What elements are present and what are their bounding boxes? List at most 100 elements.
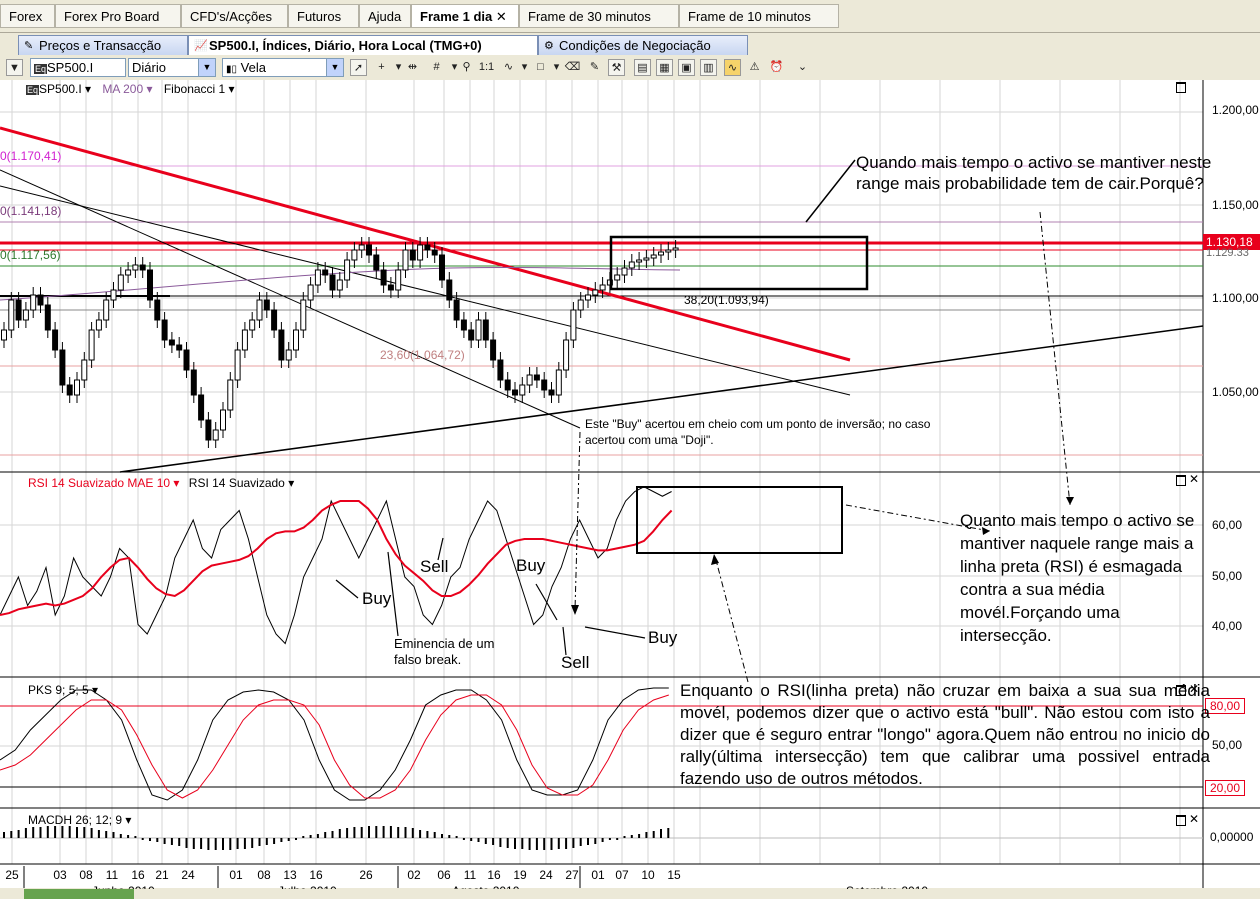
more-icon[interactable]: ⌄ <box>797 61 808 73</box>
x-tick: 25 <box>5 868 19 882</box>
y-tick-20: 20,00 <box>1205 780 1246 796</box>
x-tick: 08 <box>79 868 93 882</box>
chart-type-select[interactable]: ▮▯ Vela ▼ <box>222 58 344 77</box>
candle-icon: ▮▯ <box>226 64 238 75</box>
macd-panel-header: MACDH 26; 12; 9 ▾ <box>28 813 132 827</box>
tab-label: Condições de Negociação <box>559 38 711 53</box>
alarm-icon[interactable]: ⏰ <box>769 61 784 73</box>
x-tick: 13 <box>283 868 297 882</box>
month-label: Setembro 2010 <box>846 884 928 889</box>
dropdown-icon[interactable]: ▾ <box>521 61 528 73</box>
tab-forex[interactable]: Forex <box>0 4 55 28</box>
layout1-icon[interactable]: ▤ <box>634 59 651 76</box>
period-select[interactable]: Diário ▼ <box>128 58 216 77</box>
x-tick: 11 <box>106 868 119 882</box>
tab-label: SP500.I, Índices, Diário, Hora Local (TM… <box>209 38 482 53</box>
crosshair-icon[interactable]: + <box>378 61 385 73</box>
y-tick-80: 80,00 <box>1205 698 1246 714</box>
x-tick: 24 <box>539 868 553 882</box>
x-tick: 16 <box>309 868 323 882</box>
x-tick: 02 <box>407 868 421 882</box>
tab-frame-1-dia[interactable]: Frame 1 dia ✕ <box>411 4 519 28</box>
dropdown-icon[interactable]: ▾ <box>553 61 560 73</box>
zoom-1-1-icon[interactable]: 1:1 <box>478 61 495 73</box>
tab-frame-30-minutos[interactable]: Frame de 30 minutos <box>519 4 679 28</box>
close-icon[interactable]: ✕ <box>1189 682 1200 696</box>
label-buy: Buy <box>648 628 678 647</box>
tab-label: Futuros <box>297 9 342 24</box>
grid-icon[interactable]: # <box>433 61 440 73</box>
tab-label: Forex Pro Board <box>64 9 160 24</box>
annotation-buy-doji: Este "Buy" acertou em cheio com um ponto… <box>585 417 931 447</box>
tab-label: Frame de 10 minutos <box>688 9 811 24</box>
dropdown-icon[interactable]: ▾ <box>451 61 458 73</box>
x-tick: 16 <box>131 868 145 882</box>
maximize-icon[interactable] <box>1176 815 1186 826</box>
tab-condicoes-negociacao[interactable]: ⚙ Condições de Negociação <box>538 35 748 55</box>
tab-forex-pro-board[interactable]: Forex Pro Board <box>55 4 181 28</box>
eraser-icon[interactable]: ⌫ <box>564 61 581 73</box>
price-panel-header: EqSP500.I ▾ MA 200 ▾ Fibonacci 1 ▾ <box>26 82 235 96</box>
layout4-icon[interactable]: ▥ <box>700 59 717 76</box>
pks-label[interactable]: PKS 9; 5; 5 <box>28 683 89 697</box>
month-label: Junho 2010 <box>92 884 155 889</box>
chevron-down-icon[interactable]: ▼ <box>198 59 215 76</box>
chart-area[interactable]: 25 03 08 11 16 21 24 01 08 13 16 26 02 06 11 16 19 24 27 01… <box>0 80 1260 899</box>
close-icon[interactable]: ✕ <box>1189 812 1200 826</box>
annotation-eminencia: Eminencia de um falso break. <box>394 636 495 667</box>
hline-icon[interactable]: ⇹ <box>407 61 418 73</box>
collapse-icon[interactable]: ▼ <box>6 59 23 76</box>
symbol-label[interactable]: SP500.I <box>39 82 82 96</box>
equity-icon: Eq <box>26 85 40 95</box>
close-icon[interactable]: ✕ <box>1189 472 1200 486</box>
wave-icon[interactable]: ∿ <box>724 59 741 76</box>
document-tab-bar: ✎ Preços e Transacção 📈 SP500.I, Índices, … <box>0 33 1260 55</box>
tab-label: Frame 1 dia <box>420 9 493 24</box>
maximize-icon[interactable] <box>1176 475 1186 486</box>
x-tick: 03 <box>53 868 67 882</box>
fib-level-1: 0(1.170,41) <box>0 149 62 163</box>
tab-label: Frame de 30 minutos <box>528 9 651 24</box>
tab-cfds[interactable]: CFD's/Acções <box>181 4 288 28</box>
fibonacci-label[interactable]: Fibonacci 1 <box>163 82 226 96</box>
close-icon[interactable]: ✕ <box>495 9 507 24</box>
maximize-icon[interactable] <box>1176 685 1186 696</box>
chevron-down-icon[interactable]: ▼ <box>326 59 343 76</box>
ma-label[interactable]: MA 200 <box>102 82 144 96</box>
rectangle-icon[interactable]: □ <box>537 61 544 73</box>
tab-ajuda[interactable]: Ajuda <box>359 4 411 28</box>
dropdown-icon[interactable]: ▾ <box>395 61 402 73</box>
tab-label: Ajuda <box>368 9 402 24</box>
tab-frame-10-minutos[interactable]: Frame de 10 minutos <box>679 4 839 28</box>
tab-sp500-chart[interactable]: 📈 SP500.I, Índices, Diário, Hora Local (T… <box>188 35 538 55</box>
rsi-ma-label[interactable]: RSI 14 Suavizado MAE 10 <box>28 476 171 490</box>
x-tick: 15 <box>667 868 681 882</box>
maximize-icon[interactable] <box>1176 82 1186 93</box>
tab-futuros[interactable]: Futuros <box>288 4 359 28</box>
rsi-label[interactable]: RSI 14 Suavizado <box>188 476 285 490</box>
chart-icon: 📈 <box>194 40 208 52</box>
object-list-icon[interactable]: ✎ <box>589 61 600 73</box>
magnet-icon[interactable]: ⚒ <box>608 59 625 76</box>
fib-level-3: 0(1.117,56) <box>0 248 61 262</box>
pks-panel-header: PKS 9; 5; 5 ▾ <box>28 683 99 697</box>
fib-level-5: 23,60(1.064,72) <box>380 348 465 362</box>
annotation-bull: Enquanto o RSI(linha preta) não cruzar e… <box>680 681 1210 788</box>
layout3-icon[interactable]: ▣ <box>678 59 695 76</box>
cursor-icon[interactable]: ➚ <box>350 59 367 76</box>
y-tick: 1.200,00 <box>1212 103 1259 117</box>
macd-label[interactable]: MACDH 26; 12; 9 <box>28 813 123 827</box>
tab-precos-transaccao[interactable]: ✎ Preços e Transacção <box>18 35 188 55</box>
indicator-icon[interactable]: ∿ <box>503 61 514 73</box>
zoom-icon[interactable]: ⚲ <box>462 61 471 73</box>
x-tick: 07 <box>615 868 629 882</box>
layout2-icon[interactable]: ▦ <box>656 59 673 76</box>
tab-label: CFD's/Acções <box>190 9 272 24</box>
top-tab-bar: Forex Forex Pro Board CFD's/Acções Futur… <box>0 0 1260 33</box>
price-list-icon: ✎ <box>24 40 34 52</box>
symbol-field[interactable]: EqSP500.I <box>30 58 126 77</box>
price-badge: 1.130,18 <box>1203 234 1260 250</box>
warning-icon[interactable]: ⚠ <box>749 61 760 73</box>
x-tick: 10 <box>641 868 655 882</box>
label-buy: Buy <box>516 556 546 575</box>
